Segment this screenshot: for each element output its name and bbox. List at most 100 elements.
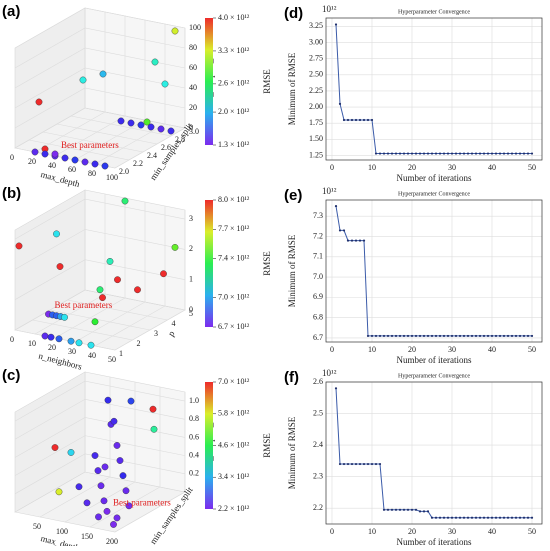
point — [486, 334, 490, 338]
point — [502, 334, 506, 338]
x-tick-label: 40 — [88, 351, 96, 360]
point — [510, 516, 514, 519]
point — [41, 332, 49, 340]
x-tick-label: 50 — [528, 163, 536, 172]
point — [462, 152, 466, 155]
point — [490, 334, 494, 338]
back-pane — [84, 7, 186, 129]
y-axis-label: Minimum of RMSE — [287, 52, 297, 125]
colorbar-tick-label: 1.3 × 10¹² — [218, 140, 250, 149]
z-tick-label: 0.6 — [189, 432, 199, 441]
y-tick-label: 3.25 — [309, 21, 323, 30]
point — [522, 516, 526, 519]
point — [502, 152, 506, 155]
point — [454, 334, 458, 338]
point — [394, 152, 398, 155]
y-tick-label: 2.2 — [313, 503, 323, 512]
y-tick-label: 2.50 — [309, 70, 323, 79]
point — [97, 482, 105, 490]
point — [438, 516, 442, 519]
y-tick-label: 2.6 — [161, 143, 171, 152]
y-tick-label: 3.0 — [189, 127, 199, 136]
x-tick-label: 0 — [330, 345, 334, 354]
point — [514, 516, 518, 519]
y-tick-label: 2.5 — [313, 408, 323, 417]
y-tick-label: 2.25 — [309, 86, 323, 95]
x-tick-label: 20 — [408, 527, 416, 536]
point — [474, 334, 478, 338]
y-tick-label: 1.25 — [309, 150, 323, 159]
chart-title: Hyperparameter Convergence — [398, 373, 470, 379]
point — [374, 152, 378, 155]
y-tick-label: 4 — [172, 319, 176, 328]
point — [350, 239, 354, 242]
plot-frame — [325, 381, 543, 525]
x-tick-label: 30 — [448, 345, 456, 354]
point — [91, 452, 99, 459]
grid-line — [114, 392, 186, 533]
point — [426, 152, 430, 155]
grid-line — [64, 382, 136, 523]
x-axis-label: Number of iterations — [397, 537, 472, 546]
point — [149, 405, 157, 413]
point — [342, 118, 346, 122]
point — [51, 150, 59, 158]
point — [35, 98, 43, 106]
point — [75, 339, 83, 347]
point — [474, 516, 478, 519]
point — [161, 80, 169, 88]
y-tick-label: 2.4 — [313, 440, 323, 449]
point — [398, 152, 402, 155]
point — [171, 27, 179, 35]
point — [434, 334, 438, 338]
point — [116, 457, 124, 464]
point — [402, 152, 406, 155]
x-tick-label: 200 — [106, 537, 118, 546]
point — [171, 243, 179, 251]
panel-label: (e) — [284, 187, 302, 204]
point — [526, 334, 530, 338]
x-tick-label: 10 — [368, 163, 376, 172]
point — [518, 152, 522, 155]
x-tick-label: 30 — [448, 163, 456, 172]
point — [430, 152, 434, 155]
point — [514, 334, 518, 338]
point — [466, 516, 470, 519]
point — [358, 462, 362, 466]
chart-title: Hyperparameter Convergence — [398, 9, 470, 15]
point — [61, 154, 69, 162]
point — [462, 334, 466, 338]
x-tick-label: 50 — [528, 527, 536, 536]
point — [470, 152, 474, 155]
point — [75, 483, 83, 491]
y-tick-label: 1.75 — [309, 118, 323, 127]
grid-line — [28, 139, 130, 161]
point — [346, 239, 350, 242]
point — [127, 397, 135, 405]
z-tick-label: 0.8 — [189, 414, 199, 423]
point — [510, 152, 514, 155]
point — [430, 516, 434, 519]
grid-line — [14, 398, 186, 440]
x-tick-label: 40 — [488, 345, 496, 354]
point — [71, 156, 79, 164]
z-tick-label: 100 — [189, 23, 201, 32]
annotation: Best parameters — [55, 300, 113, 310]
colorbar-label: RMSE — [262, 251, 272, 276]
point — [101, 463, 109, 471]
y-tick-label: 7.1 — [313, 252, 323, 261]
colorbar — [205, 200, 213, 327]
x-tick-label: 30 — [68, 347, 76, 356]
point — [390, 334, 394, 338]
point — [422, 152, 426, 155]
colorbar — [205, 382, 213, 509]
point — [101, 162, 109, 170]
z-tick-label: 1.0 — [189, 396, 199, 405]
point — [362, 118, 366, 122]
point — [470, 334, 474, 338]
colorbar-tick-label: 8.0 × 10¹² — [218, 195, 250, 204]
point — [338, 229, 342, 232]
y-offset-label: 10¹² — [322, 368, 337, 378]
point — [522, 152, 526, 155]
point — [490, 516, 494, 519]
